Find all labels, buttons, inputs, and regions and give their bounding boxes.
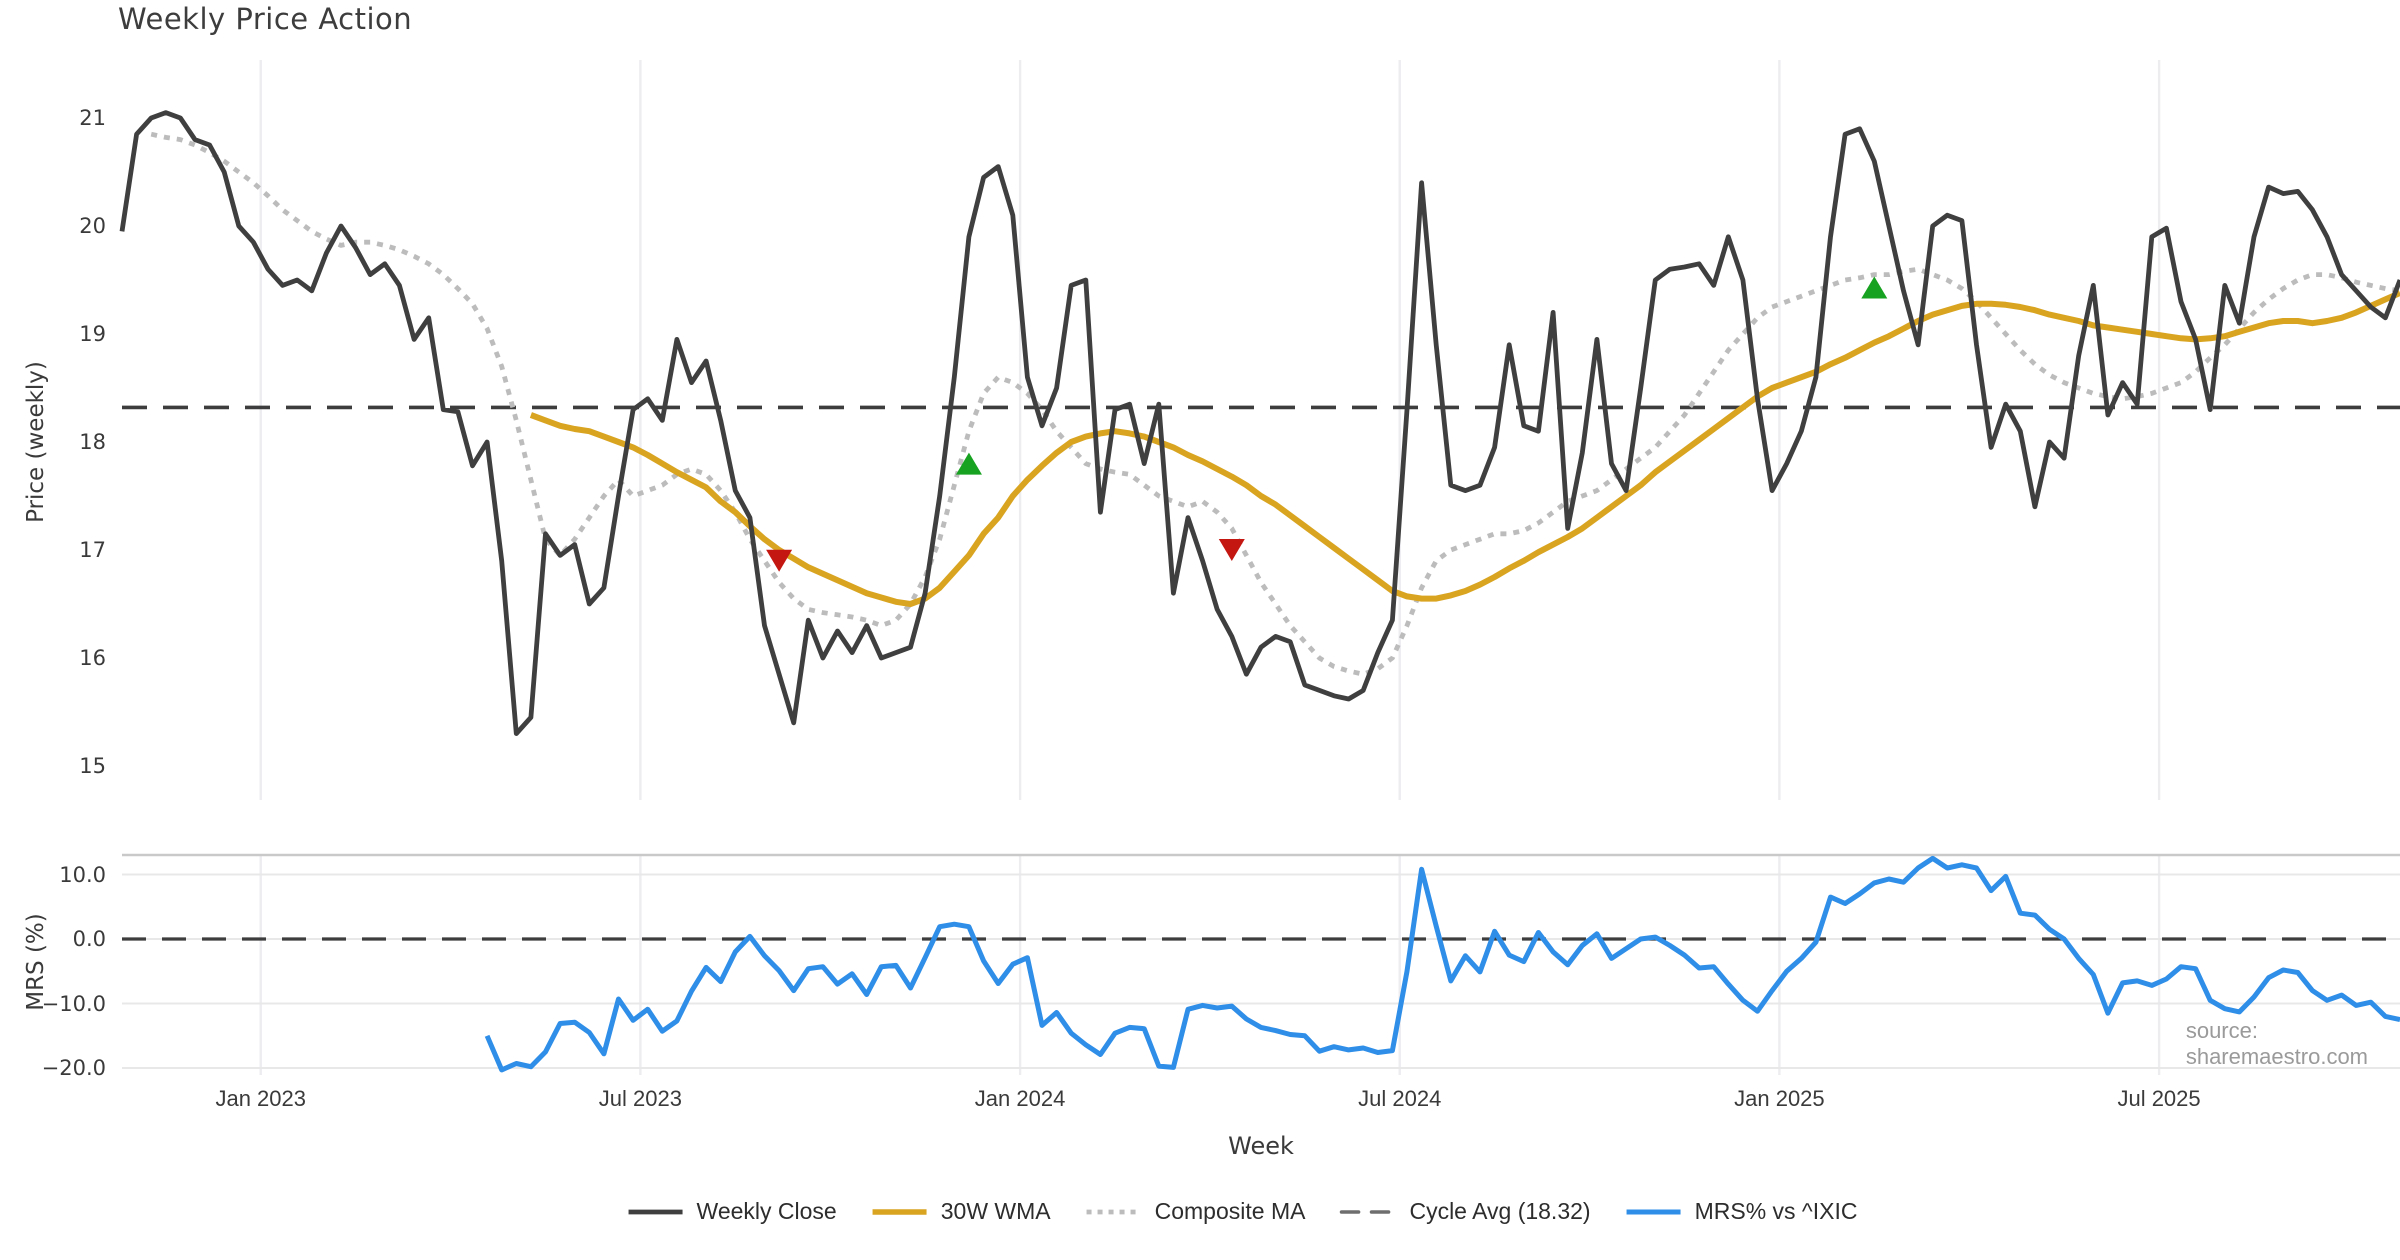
wma-legend-swatch — [872, 1208, 927, 1215]
price-ytick-label: 21 — [79, 106, 106, 130]
wma-line — [529, 290, 2400, 607]
x-axis-label: Week — [1228, 1132, 1294, 1160]
mrs-ytick-label: −20.0 — [41, 1056, 106, 1080]
legend: Weekly Close 30W WMA Composite MA Cycle Avg… — [627, 1198, 1858, 1225]
mrs-line — [484, 855, 2400, 1073]
weekly-close-line — [119, 110, 2400, 736]
price-ytick-label: 20 — [79, 214, 106, 238]
legend-item-close: Weekly Close — [627, 1198, 837, 1225]
price-ytick-label: 19 — [79, 322, 106, 346]
buy-signal-marker — [955, 452, 982, 475]
composite-legend-swatch — [1086, 1209, 1141, 1214]
x-tick-label: Jul 2023 — [598, 1086, 682, 1111]
mrs-ytick-label: 10.0 — [59, 862, 106, 887]
price-axis-label: Price (weekly) — [23, 361, 49, 523]
price-ytick-label: 15 — [79, 754, 106, 778]
legend-label-cycle: Cycle Avg (18.32) — [1409, 1198, 1591, 1224]
mrs-ytick-label: −10.0 — [41, 991, 106, 1016]
legend-label-close: Weekly Close — [696, 1198, 837, 1224]
legend-label-mrs: MRS% vs ^IXIC — [1694, 1198, 1858, 1224]
price-ytick-label: 17 — [79, 538, 106, 562]
cycle-legend-swatch — [1339, 1209, 1398, 1214]
x-tick-label: Jan 2023 — [215, 1086, 306, 1111]
sell-signal-marker — [1218, 539, 1245, 561]
legend-item-cycle: Cycle Avg (18.32) — [1339, 1198, 1591, 1225]
legend-item-composite: Composite MA — [1085, 1198, 1306, 1225]
legend-label-wma: 30W WMA — [940, 1198, 1051, 1224]
chart-title: Weekly Price Action — [118, 2, 413, 36]
sell-signal-marker — [766, 549, 793, 572]
buy-signal-marker — [1861, 276, 1888, 299]
legend-item-wma: 30W WMA — [871, 1198, 1051, 1225]
price-ytick-label: 18 — [79, 430, 106, 454]
mrs-ytick-label: 0.0 — [72, 927, 106, 951]
x-tick-label: Jan 2025 — [1734, 1086, 1825, 1111]
x-tick-label: Jan 2024 — [974, 1086, 1066, 1111]
price-ytick-label: 16 — [79, 646, 106, 670]
x-tick-label: Jul 2024 — [1358, 1086, 1442, 1111]
mrs-legend-swatch — [1626, 1209, 1681, 1214]
x-tick-label: Jul 2025 — [2117, 1086, 2201, 1111]
close-legend-swatch — [628, 1209, 683, 1214]
legend-item-mrs: MRS% vs ^IXIC — [1625, 1198, 1858, 1225]
legend-label-composite: Composite MA — [1154, 1198, 1306, 1224]
source-credit: source: sharemaestro.com — [2185, 1018, 2369, 1069]
composite-ma-line — [150, 131, 2400, 677]
